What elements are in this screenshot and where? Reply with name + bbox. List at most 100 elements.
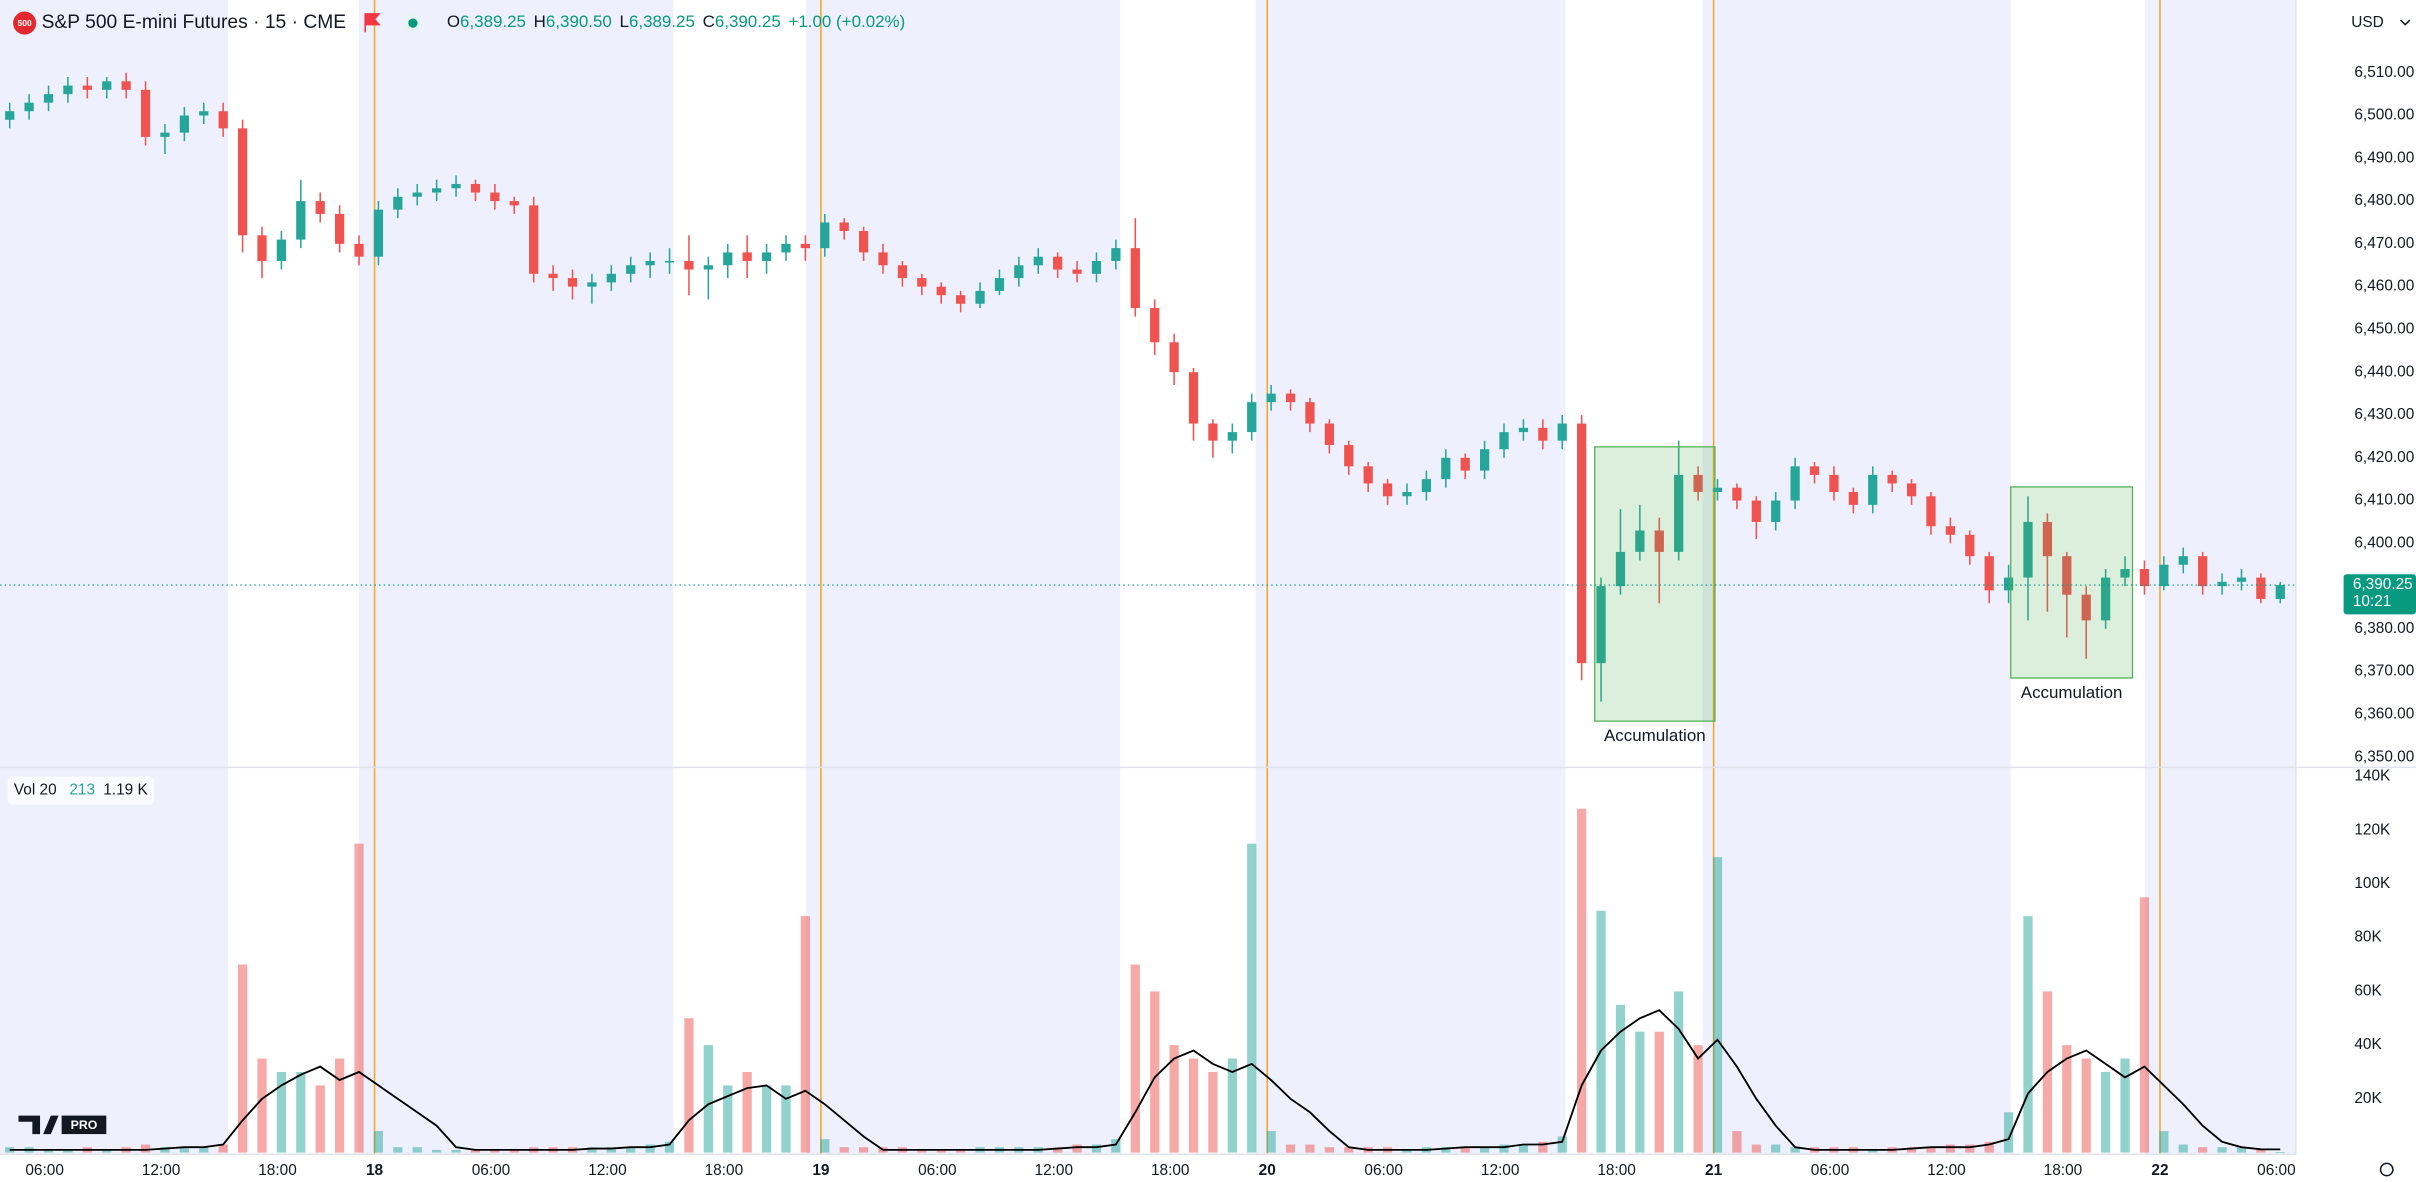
x-tick-label: 06:00 bbox=[472, 1162, 511, 1179]
candle-body bbox=[1906, 483, 1917, 497]
vol-bar bbox=[334, 1058, 345, 1153]
vol-bar bbox=[1984, 1141, 1994, 1153]
vol-bar bbox=[140, 1144, 151, 1153]
candle-body bbox=[626, 265, 636, 274]
x-tick-label: 12:00 bbox=[1927, 1162, 1966, 1179]
candle-body bbox=[490, 192, 500, 202]
flag-icon[interactable] bbox=[364, 13, 381, 33]
chart-title[interactable]: S&P 500 E-mini Futures · 15 · CME bbox=[42, 12, 347, 33]
vol-bar bbox=[1868, 1149, 1878, 1153]
vol-bar bbox=[237, 964, 248, 1153]
candle-body bbox=[470, 183, 481, 193]
vol-bar bbox=[2198, 1147, 2208, 1153]
candle-body bbox=[2236, 577, 2247, 582]
candle-body bbox=[742, 252, 752, 261]
candle-body bbox=[1247, 402, 1257, 433]
logo-text[interactable]: PRO bbox=[71, 1118, 98, 1132]
x-tick-label: 06:00 bbox=[1811, 1162, 1850, 1179]
vol-bar bbox=[1266, 1131, 1276, 1153]
candle-body bbox=[2217, 581, 2227, 587]
vol-bar bbox=[1130, 964, 1140, 1153]
vol-bar bbox=[2101, 1071, 2111, 1153]
x-tick-label: 12:00 bbox=[142, 1162, 181, 1179]
logo-badge[interactable] bbox=[61, 1115, 107, 1135]
candle-body bbox=[432, 188, 442, 193]
vol-bar bbox=[1596, 910, 1606, 1153]
volume-tick-label: 140K bbox=[2354, 768, 2391, 785]
vol-bar bbox=[1945, 1144, 1955, 1153]
x-tick-label: 06:00 bbox=[918, 1162, 957, 1179]
candle-body bbox=[63, 85, 73, 95]
vol-bar bbox=[684, 1018, 694, 1153]
candle-body bbox=[1305, 402, 1315, 424]
candle-body bbox=[509, 201, 519, 206]
candle-body bbox=[237, 128, 248, 236]
x-tick-label: 12:00 bbox=[1481, 1162, 1520, 1179]
settings-icon[interactable] bbox=[2379, 1162, 2394, 1177]
vol-bar bbox=[296, 1071, 306, 1153]
vol-bar bbox=[664, 1141, 675, 1153]
vol-bar bbox=[373, 1131, 384, 1153]
candle-body bbox=[1518, 427, 1529, 433]
candle-body bbox=[1557, 423, 1567, 441]
session-background bbox=[0, 0, 2296, 1155]
vol-bar bbox=[1751, 1144, 1761, 1153]
ohlc-change: +1.00 (+0.02%) bbox=[788, 13, 905, 32]
vol-bar bbox=[1732, 1131, 1742, 1153]
vol-bar bbox=[1169, 1045, 1179, 1153]
vol-bar bbox=[1906, 1147, 1917, 1153]
candle-body bbox=[373, 209, 384, 257]
vol-bar bbox=[2081, 1058, 2091, 1153]
vol-bar bbox=[470, 1149, 481, 1153]
vol-bar bbox=[800, 916, 811, 1153]
y-tick-label: 6,450.00 bbox=[2354, 320, 2414, 337]
x-tick-label: 18 bbox=[366, 1162, 384, 1179]
vol-bar bbox=[509, 1149, 519, 1153]
candle-body bbox=[994, 278, 1005, 291]
candle-body bbox=[1538, 427, 1548, 441]
candle-body bbox=[820, 222, 830, 249]
ohlc-key: H bbox=[534, 13, 546, 32]
x-tick-label: 12:00 bbox=[1035, 1162, 1074, 1179]
vol-bar bbox=[2120, 1058, 2130, 1153]
candle-body bbox=[1887, 474, 1897, 484]
vol-bar bbox=[1150, 991, 1160, 1153]
currency-label[interactable]: USD bbox=[2351, 14, 2383, 31]
ohlc-value: 6,390.25 bbox=[715, 13, 781, 32]
candle-body bbox=[703, 265, 713, 270]
vol-bar bbox=[1499, 1144, 1509, 1153]
vol-bar bbox=[1305, 1144, 1315, 1153]
volume-legend-name[interactable]: Vol 20 bbox=[14, 782, 57, 799]
candle-body bbox=[1848, 492, 1858, 505]
candle-body bbox=[781, 243, 791, 253]
vol-bar bbox=[839, 1147, 849, 1153]
vol-bar bbox=[1693, 1045, 1703, 1153]
vol-bar bbox=[2178, 1144, 2188, 1153]
volume-legend-ma: 1.19 K bbox=[103, 782, 148, 799]
dropdown-arrow[interactable] bbox=[2400, 19, 2411, 26]
status-dot bbox=[408, 18, 418, 28]
candle-body bbox=[1635, 530, 1645, 552]
candle-body bbox=[1285, 393, 1296, 403]
vol-bar bbox=[1227, 1058, 1237, 1153]
candle-body bbox=[24, 102, 34, 112]
volume-tick-label: 20K bbox=[2354, 1090, 2382, 1107]
candle-body bbox=[1169, 342, 1179, 373]
vol-bar bbox=[1441, 1147, 1451, 1153]
vol-bar bbox=[2023, 916, 2033, 1153]
time-axis-background bbox=[0, 1154, 2416, 1182]
candle-body bbox=[218, 111, 228, 129]
candle-body bbox=[1188, 372, 1199, 424]
extended-session bbox=[1255, 0, 1566, 1155]
candle-body bbox=[1693, 474, 1703, 493]
logo-mark[interactable] bbox=[18, 1115, 59, 1135]
vol-bar bbox=[1111, 1139, 1121, 1153]
y-tick-label: 6,370.00 bbox=[2354, 663, 2414, 680]
vol-bar bbox=[412, 1147, 422, 1153]
vol-bar bbox=[723, 1085, 733, 1153]
candle-body bbox=[1344, 444, 1354, 467]
candle-body bbox=[1926, 496, 1936, 527]
candle-body bbox=[1577, 423, 1587, 664]
